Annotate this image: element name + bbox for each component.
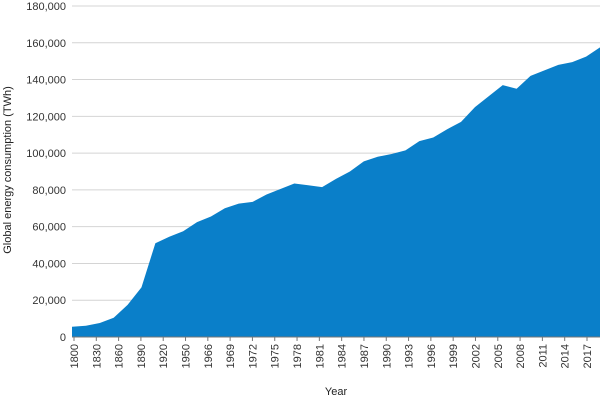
y-tick-label: 80,000 — [32, 185, 66, 197]
x-tick-label: 1966 — [203, 344, 215, 368]
x-tick-label: 1950 — [181, 344, 193, 368]
x-tick-label: 1975 — [270, 344, 282, 368]
x-tick-label: 2017 — [582, 344, 594, 368]
y-axis-title: Global energy consumption (TWh) — [2, 86, 14, 254]
x-tick-label: 1999 — [448, 344, 460, 368]
y-tick-label: 180,000 — [26, 1, 66, 13]
x-tick-label: 1972 — [247, 344, 259, 368]
x-tick-label: 2011 — [537, 344, 549, 368]
y-tick-label: 120,000 — [26, 111, 66, 123]
y-tick-label: 40,000 — [32, 258, 66, 270]
x-tick-label: 1890 — [136, 344, 148, 368]
x-tick-label: 2008 — [515, 344, 527, 368]
x-tick-label: 1800 — [69, 344, 81, 368]
y-tick-label: 100,000 — [26, 148, 66, 160]
x-tick-label: 2002 — [470, 344, 482, 368]
x-tick-label: 2014 — [560, 344, 572, 368]
x-tick-label: 1981 — [314, 344, 326, 368]
x-tick-label: 1996 — [426, 344, 438, 368]
y-tick-label: 60,000 — [32, 222, 66, 234]
x-tick-label: 1993 — [404, 344, 416, 368]
energy-consumption-area — [72, 47, 600, 337]
x-tick-label: 1990 — [381, 344, 393, 368]
y-tick-label: 160,000 — [26, 38, 66, 50]
y-axis-ticks: 0 20,000 40,000 60,000 80,000 100,000 120,000 1… — [26, 1, 66, 344]
x-tick-label: 1984 — [337, 344, 349, 368]
x-tick-label: 1920 — [158, 344, 170, 368]
x-tick-label: 1987 — [359, 344, 371, 368]
x-tick-label: 1860 — [114, 344, 126, 368]
x-tick-label: 2005 — [493, 344, 505, 368]
x-tick-label: 1978 — [292, 344, 304, 368]
x-tick-label: 1969 — [225, 344, 237, 368]
x-tick-label: 1830 — [91, 344, 103, 368]
y-tick-label: 20,000 — [32, 295, 66, 307]
y-tick-label: 0 — [60, 332, 66, 344]
x-axis-title: Year — [325, 386, 348, 398]
x-axis-ticks: 1800 1830 1860 1890 1920 1950 1966 1969 1972 1975… — [69, 337, 594, 368]
y-tick-label: 140,000 — [26, 75, 66, 87]
